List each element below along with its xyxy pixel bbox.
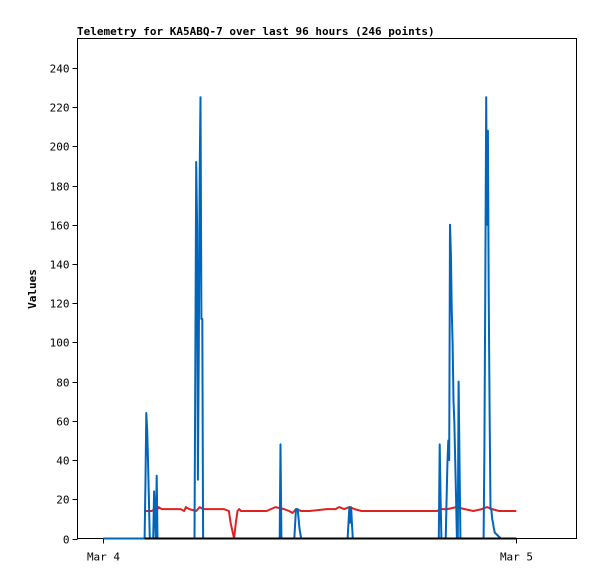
y-tick-label: 60	[56, 416, 69, 429]
y-tick-label: 180	[50, 181, 70, 194]
chart-title: Telemetry for KA5ABQ-7 over last 96 hour…	[77, 25, 435, 38]
plot-frame	[77, 38, 577, 539]
y-axis-label: Values	[26, 269, 39, 309]
y-tick-label: 100	[50, 337, 70, 350]
y-tick-label: 120	[50, 298, 70, 311]
y-tick-label: 20	[56, 494, 69, 507]
y-tick-label: 220	[50, 102, 70, 115]
series-layer	[103, 96, 517, 540]
x-tick-label: Mar 5	[500, 551, 533, 564]
y-axis: 0 20 40 60 80 100 120 140 160 180 200 220 240	[50, 63, 78, 547]
y-tick-label: 240	[50, 63, 70, 76]
y-tick-label: 160	[50, 220, 70, 233]
y-tick-label: 200	[50, 141, 70, 154]
series-line-1	[144, 506, 517, 540]
x-tick-label: Mar 4	[87, 551, 120, 564]
y-tick-label: 140	[50, 259, 70, 272]
x-axis: Mar 4 Mar 5	[87, 538, 533, 564]
y-tick-label: 80	[56, 377, 69, 390]
series-line-0	[103, 96, 517, 540]
y-tick-label: 40	[56, 455, 69, 468]
y-tick-label: 0	[63, 534, 70, 547]
